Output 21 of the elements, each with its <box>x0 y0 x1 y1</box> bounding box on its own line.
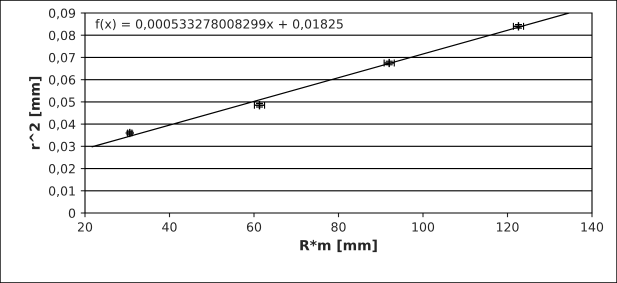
y-tick-label: 0,06 <box>48 75 76 86</box>
y-tick-label: 0,02 <box>48 164 75 175</box>
x-tick-label: 20 <box>78 222 92 232</box>
y-tick-label: 0 <box>68 208 76 218</box>
y-tick-label: 0,03 <box>48 142 75 153</box>
y-axis-title: r^2 [mm] <box>29 76 42 150</box>
point <box>124 128 135 138</box>
x-tick-label: 40 <box>162 222 177 232</box>
y-tick-label: 0,01 <box>48 186 75 197</box>
annotation: f(x) = 0,000533278008299x + 0,01825 <box>95 19 343 30</box>
x-tick-label: 60 <box>246 222 262 232</box>
x-axis-title: R*m [mm] <box>300 240 377 252</box>
y-tick-label: 0,09 <box>48 8 76 20</box>
x-tick-label: 140 <box>581 222 604 232</box>
x-tick-label: 100 <box>412 222 434 232</box>
y-tick-label: 0,05 <box>48 97 75 108</box>
x-tick-label: 80 <box>331 222 346 232</box>
y-tick-label: 0,08 <box>48 30 76 42</box>
x-tick-label: 120 <box>496 222 519 232</box>
y-tick-label: 0,04 <box>48 120 76 130</box>
y-tick-label: 0,07 <box>48 52 75 64</box>
